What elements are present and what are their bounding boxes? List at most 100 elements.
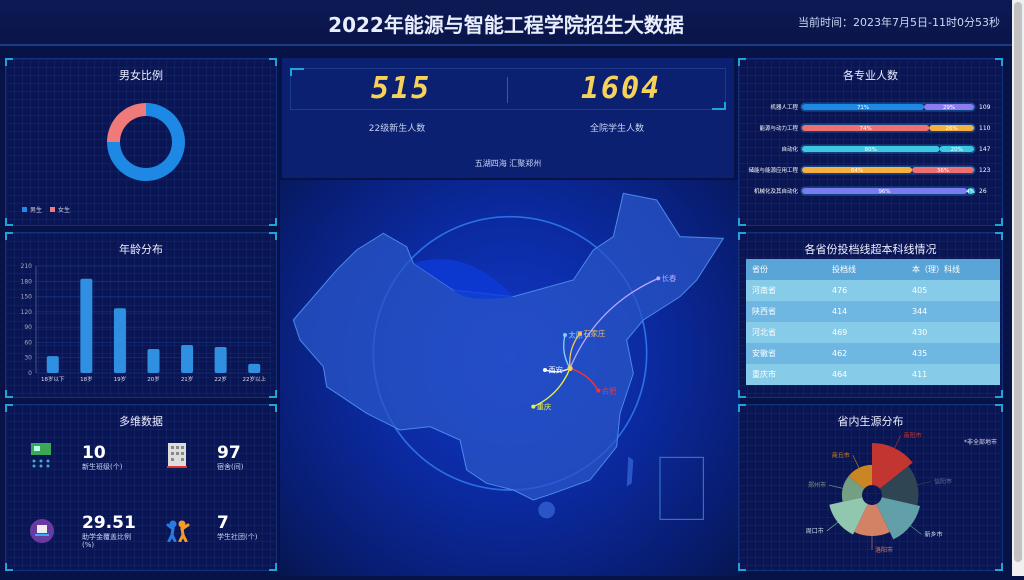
rose-slice-信阳市[interactable] (879, 465, 919, 506)
age-panel: 年龄分布 0 30 60 90 120 150 180 210 18岁以下 18岁 19岁 20岁 21… (5, 232, 277, 398)
stat-clubs: 7 学生社团(个) (217, 513, 258, 541)
panel-title: 年龄分布 (119, 243, 163, 256)
bar-22岁[interactable] (214, 347, 227, 373)
table-row: 河南省 476 405 (746, 280, 1000, 301)
x-tick-label: 18岁 (80, 375, 93, 383)
rose-label: 洛阳市 (875, 546, 893, 554)
scrollbar-thumb[interactable] (1014, 2, 1022, 562)
summary-panel: 515 1604 22级新生人数 全院学生人数 五湖四海 汇聚郑州 (282, 58, 734, 178)
stat-classes: 10 新生班级(个) (82, 443, 123, 471)
multi-data-panel: 多维数据 10 新生班级(个) 97 宿舍(间) 29.51 助学金覆盖比例(%) 7… (5, 404, 277, 571)
major-bar-part1[interactable] (802, 104, 925, 110)
major-bar-part2[interactable] (939, 146, 974, 152)
rose-slice-周口市[interactable] (829, 497, 868, 535)
major-total: 26 (979, 188, 987, 195)
rose-label: 商丘市 (832, 451, 850, 459)
route-endpoint (563, 333, 567, 337)
page-title: 2022年能源与智能工程学院招生大数据 (328, 13, 684, 37)
rose-slice-洛阳市[interactable] (854, 504, 890, 537)
y-tick-label: 150 (21, 294, 33, 301)
bar-22岁以上[interactable] (248, 363, 261, 373)
major-pct-1: 71% (857, 105, 869, 111)
bar-19岁[interactable] (113, 308, 126, 373)
bar-21岁[interactable] (181, 344, 194, 373)
major-label: 自动化 (781, 145, 798, 153)
route-line (569, 332, 581, 369)
route-endpoint (543, 368, 547, 372)
panel-title: 多维数据 (119, 415, 163, 428)
origin-point (567, 365, 573, 371)
age-bar-chart: 0 30 60 90 120 150 180 210 18岁以下 18岁 19岁 20岁 21岁 22岁 2… (21, 263, 271, 383)
major-bar-part1[interactable] (802, 167, 913, 173)
x-tick-label: 19岁 (114, 375, 127, 383)
sources-panel: 省内生源分布 *非全部地市 南阳市 信阳市 新乡市 洛阳市 周口市 郑州市 商丘市 (738, 404, 1003, 571)
major-total: 123 (979, 167, 991, 174)
major-bar-part2[interactable] (924, 104, 974, 110)
legend-item-male[interactable]: 男生 (22, 205, 42, 214)
rose-slice-郑州市[interactable] (841, 476, 865, 502)
x-tick-label: 22岁以上 (242, 375, 266, 383)
circuit-board-icon (31, 443, 51, 468)
route-endpoint (578, 331, 582, 336)
major-bar-part2[interactable] (912, 167, 974, 173)
laptop-icon (30, 519, 54, 543)
city-label: 合肥 (602, 386, 617, 395)
rose-label: 信阳市 (934, 478, 952, 486)
rose-label: 南阳市 (904, 432, 922, 440)
rose-label: 新乡市 (924, 530, 942, 538)
major-pct-1: 80% (865, 147, 877, 153)
major-pct-1: 64% (851, 168, 863, 174)
table-header: 省份 投档线 本（理）科线 (746, 259, 1000, 280)
route-line (569, 367, 599, 391)
major-total: 109 (979, 104, 991, 111)
rose-slice-新乡市[interactable] (876, 497, 921, 540)
panel-title: 各省份投档线超本科线情况 (804, 243, 937, 256)
y-tick-label: 60 (24, 339, 32, 346)
bar-18岁以下[interactable] (46, 356, 59, 373)
major-bar-part1[interactable] (802, 146, 940, 152)
note: *非全部地市 (964, 439, 998, 446)
donut-slice-1[interactable] (107, 103, 146, 142)
city-label: 太原 (568, 331, 583, 340)
major-pct-2: 26% (946, 126, 958, 132)
stat-grant-ratio: 29.51 助学金覆盖比例(%) (82, 513, 136, 549)
major-total: 110 (979, 125, 991, 132)
majors-bar-chart: 机器人工程 71% 29% 109 能源与动力工程 74% 26% 110 自动化 80% 20% 1… (748, 102, 991, 196)
donut-slice-0[interactable] (107, 103, 185, 181)
y-tick-label: 180 (21, 278, 33, 285)
route-endpoint (656, 276, 661, 281)
scores-table: 省份 投档线 本（理）科线 河南省 476 405 陕西省 414 344 河北省 469 43… (746, 259, 1000, 385)
rose-slice-商丘市[interactable] (848, 464, 872, 489)
table-row: 河北省 469 430 (746, 322, 1000, 343)
major-bar-part2[interactable] (967, 188, 974, 194)
stat-dorms: 97 宿舍(间) (217, 443, 244, 471)
current-time: 当前时间：2023年7月5日-11时0分53秒 (798, 16, 1000, 29)
bar-20岁[interactable] (147, 349, 160, 373)
route-line (533, 368, 571, 408)
people-cheering-icon (166, 520, 190, 542)
map-area: 长春 太原 石家庄 西安 合肥 重庆 (280, 180, 740, 576)
route-line (563, 334, 571, 369)
major-pct-1: 96% (878, 189, 890, 195)
major-pct-1: 74% (860, 126, 872, 132)
bar-18岁[interactable] (80, 278, 93, 373)
legend-item-female[interactable]: 女生 (50, 205, 70, 214)
major-bar-part1[interactable] (802, 125, 930, 131)
major-bar-part2[interactable] (929, 125, 974, 131)
route-endpoint (531, 404, 536, 409)
y-tick-label: 120 (21, 309, 33, 316)
major-pct-2: 36% (937, 168, 949, 174)
gender-panel: 男女比例 男生 女生 (5, 58, 277, 226)
freshmen-label: 22级新生人数 (368, 124, 426, 134)
table-row: 重庆市 464 411 (746, 364, 1000, 385)
slogan: 五湖四海 汇聚郑州 (474, 159, 542, 168)
scrollbar[interactable] (1012, 0, 1024, 576)
table-row: 安徽省 462 435 (746, 343, 1000, 364)
major-bar-part1[interactable] (802, 188, 968, 194)
counter-box: 515 1604 (290, 68, 726, 110)
building-icon (167, 443, 187, 468)
legend: 男生 女生 (22, 205, 70, 214)
major-pct-2: 20% (951, 147, 963, 153)
rose-slice-南阳市[interactable] (872, 443, 913, 489)
